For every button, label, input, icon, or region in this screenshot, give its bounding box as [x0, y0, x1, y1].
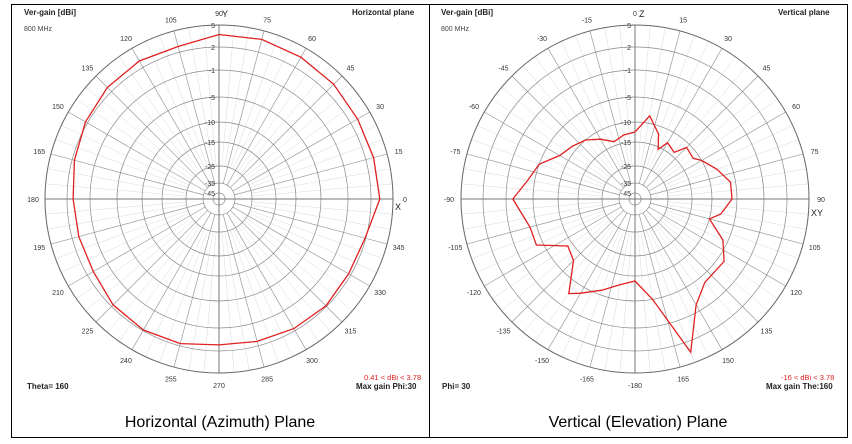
- angle-tick-label: 105: [165, 17, 177, 24]
- angle-tick-label: 30: [376, 104, 384, 111]
- cut-label: Theta= 160: [27, 382, 69, 391]
- frequency-label: 800 MHz: [441, 26, 470, 33]
- angle-tick-label: -150: [535, 358, 549, 365]
- range-label: -16 < dBi < 3.78: [781, 373, 835, 382]
- angle-tick-label: -180: [628, 383, 642, 390]
- horizontal-caption: Horizontal (Azimuth) Plane: [124, 414, 316, 431]
- angle-tick-label: 75: [263, 17, 271, 24]
- max-gain-label: Max gain Phi:30: [356, 382, 417, 391]
- radial-tick-label: 5: [627, 23, 631, 30]
- angle-tick-label: 90: [215, 11, 223, 18]
- radial-tick-label: -5: [625, 95, 631, 102]
- quantity-label: Ver-gain [dBi]: [24, 8, 77, 17]
- horizontal-polar-chart: 5 2 -1 -5 -10 -15 -25 -35 -45 0 15 30 45 60 75 90 105 120…: [27, 11, 407, 390]
- angle-tick-label: -105: [448, 245, 462, 252]
- panel-divider: [429, 4, 430, 438]
- angle-tick-label: 0: [633, 11, 637, 18]
- axis-y-label: Y: [222, 9, 229, 19]
- radial-tick-label: -35: [205, 181, 215, 188]
- angle-tick-label: 180: [27, 197, 39, 204]
- radial-tick-label: -5: [209, 95, 215, 102]
- radial-tick-label: -15: [621, 140, 631, 147]
- angle-tick-label: 105: [809, 245, 821, 252]
- range-label: 0.41 < dBi < 3.78: [364, 373, 422, 382]
- angle-tick-label: -75: [450, 149, 460, 156]
- axis-xy-label: XY: [811, 208, 824, 218]
- angle-tick-label: 285: [261, 377, 273, 384]
- radial-tick-label: -1: [625, 68, 631, 75]
- max-gain-label: Max gain The:160: [766, 382, 833, 391]
- angle-tick-label: 210: [52, 290, 64, 297]
- angle-tick-label: 90: [817, 197, 825, 204]
- radial-tick-label: -15: [205, 140, 215, 147]
- angle-tick-label: 120: [120, 36, 132, 43]
- angle-tick-label: 150: [52, 104, 64, 111]
- angle-tick-label: -90: [444, 197, 454, 204]
- plane-label: Vertical plane: [778, 8, 830, 17]
- radial-tick-label: -10: [205, 120, 215, 127]
- frequency-label: 800 MHz: [24, 26, 53, 33]
- cut-label: Phi= 30: [442, 382, 471, 391]
- angle-tick-label: -120: [467, 290, 481, 297]
- angle-tick-label: -15: [582, 17, 592, 24]
- radial-tick-label: -10: [621, 120, 631, 127]
- vertical-polar-chart: 5 2 -1 -5 -10 -15 -25 -35 -45 0 15 30 45 60 75 90 105 120…: [444, 11, 825, 390]
- angle-tick-label: 195: [33, 245, 45, 252]
- angle-tick-label: 150: [722, 358, 734, 365]
- gain-trace: [72, 33, 381, 346]
- radial-tick-label: -45: [205, 191, 215, 198]
- radial-tick-label: 5: [211, 23, 215, 30]
- vertical-plane-panel: 5 2 -1 -5 -10 -15 -25 -35 -45 0 15 30 45 60 75 90 105 120…: [430, 5, 846, 400]
- angle-tick-label: 345: [393, 245, 405, 252]
- angle-tick-label: -135: [496, 329, 510, 336]
- angle-tick-label: 300: [306, 358, 318, 365]
- radial-tick-label: 2: [211, 45, 215, 52]
- angle-tick-label: 165: [677, 377, 689, 384]
- axis-x-label: X: [395, 202, 402, 212]
- radial-tick-label: -25: [621, 164, 631, 171]
- angle-tick-label: 135: [82, 65, 94, 72]
- angle-tick-label: 270: [213, 383, 225, 390]
- angle-tick-label: 15: [395, 149, 403, 156]
- angle-tick-label: -165: [580, 377, 594, 384]
- angle-tick-label: 75: [811, 149, 819, 156]
- axis-z-label: Z: [639, 9, 645, 19]
- radial-tick-label: -25: [205, 164, 215, 171]
- radial-tick-label: -45: [621, 191, 631, 198]
- angle-tick-label: 240: [120, 358, 132, 365]
- angle-tick-label: -60: [469, 104, 479, 111]
- quantity-label: Ver-gain [dBi]: [441, 8, 494, 17]
- angle-tick-label: -45: [498, 65, 508, 72]
- angle-tick-label: -30: [537, 36, 547, 43]
- angle-tick-label: 15: [679, 17, 687, 24]
- angle-tick-label: 165: [33, 149, 45, 156]
- vertical-caption: Vertical (Elevation) Plane: [548, 414, 728, 431]
- angle-tick-label: 60: [308, 36, 316, 43]
- angle-tick-label: 255: [165, 377, 177, 384]
- plane-label: Horizontal plane: [352, 8, 415, 17]
- angle-tick-label: 225: [82, 329, 94, 336]
- horizontal-plane-panel: 5 2 -1 -5 -10 -15 -25 -35 -45 0 15 30 45 60 75 90 105 120…: [12, 5, 428, 400]
- angle-tick-label: 0: [403, 197, 407, 204]
- angle-tick-label: 60: [792, 104, 800, 111]
- angle-tick-label: 330: [374, 290, 386, 297]
- angle-tick-label: 45: [347, 65, 355, 72]
- angle-tick-label: 135: [761, 329, 773, 336]
- angle-tick-label: 120: [790, 290, 802, 297]
- angle-tick-label: 45: [763, 65, 771, 72]
- radial-tick-label: 2: [627, 45, 631, 52]
- radial-tick-label: -35: [621, 181, 631, 188]
- angle-tick-label: 30: [724, 36, 732, 43]
- radial-tick-label: -1: [209, 68, 215, 75]
- angle-tick-label: 315: [345, 329, 357, 336]
- gain-trace: [512, 114, 733, 354]
